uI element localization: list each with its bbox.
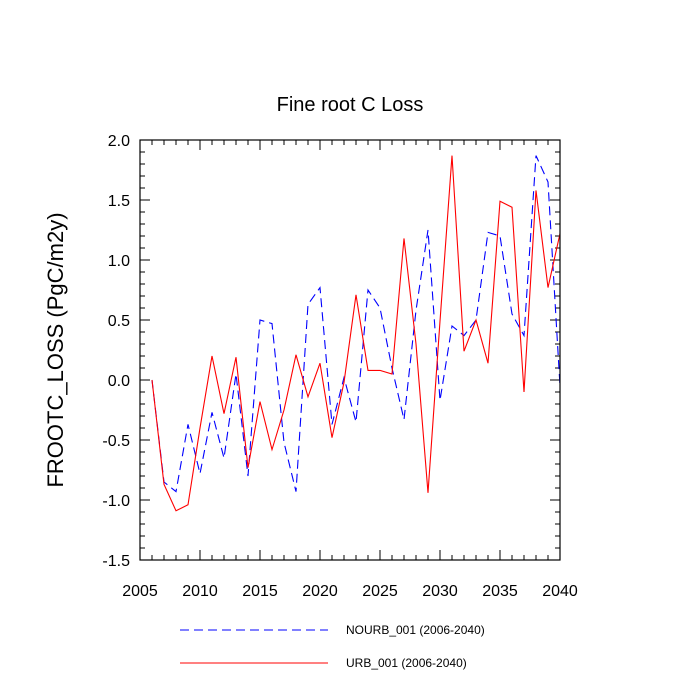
x-tick-label: 2015 — [242, 583, 278, 600]
tick-labels: 2005 2010 2015 2020 2025 2030 2035 2040 -1.5 -1.0… — [102, 133, 577, 600]
y-axis-label: FROOTC_LOSS (PgC/m2y) — [43, 212, 68, 487]
x-tick-label: 2025 — [362, 583, 398, 600]
y-tick-label: 1.5 — [108, 193, 130, 210]
legend-label: NOURB_001 (2006-2040) — [346, 623, 485, 637]
y-tick-label: -1.5 — [102, 553, 130, 570]
y-tick-label: 0.0 — [108, 373, 130, 390]
legend-label: URB_001 (2006-2040) — [346, 656, 467, 670]
y-tick-label: -0.5 — [102, 433, 130, 450]
series-line-urb — [151, 155, 561, 512]
y-tick-label: 1.0 — [108, 253, 130, 270]
x-tick-label: 2035 — [482, 583, 518, 600]
x-tick-label: 2030 — [422, 583, 458, 600]
chart-title: Fine root C Loss — [277, 94, 424, 116]
plot-frame — [139, 139, 561, 561]
x-tick-label: 2020 — [302, 583, 338, 600]
legend: NOURB_001 (2006-2040) URB_001 (2006-2040) — [180, 623, 485, 670]
x-tick-label: 2010 — [182, 583, 218, 600]
y-tick-label: 0.5 — [108, 313, 130, 330]
x-tick-label: 2040 — [542, 583, 578, 600]
x-tick-label: 2005 — [122, 583, 158, 600]
series-line-nourb — [151, 155, 561, 493]
series-lines — [151, 155, 561, 512]
y-tick-label: -1.0 — [102, 493, 130, 510]
y-tick-label: 2.0 — [108, 133, 130, 150]
axis-ticks — [139, 139, 561, 561]
